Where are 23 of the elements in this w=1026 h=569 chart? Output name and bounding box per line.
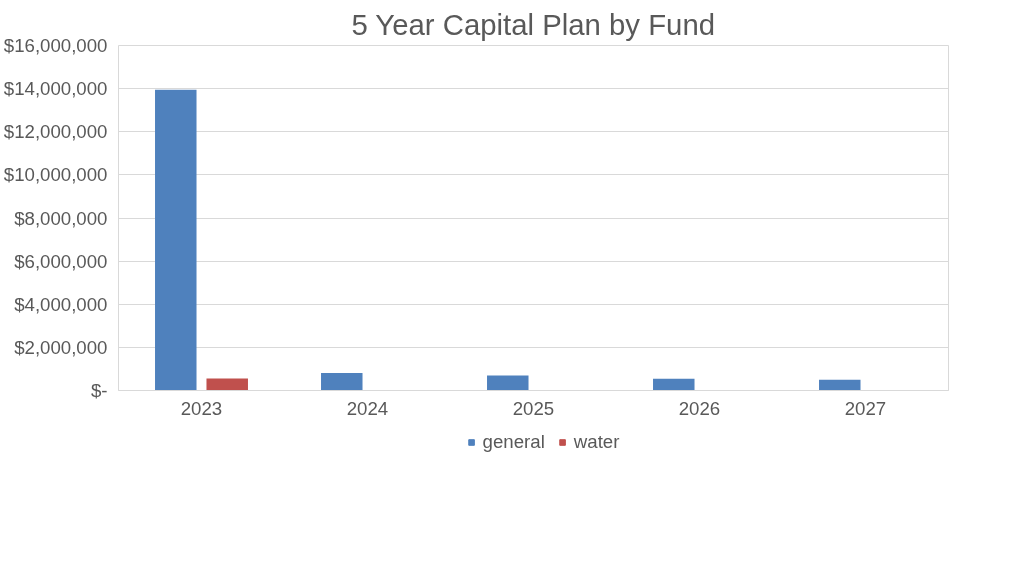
y-tick-label: $6,000,000: [14, 250, 108, 272]
y-tick-label: $10,000,000: [3, 164, 108, 186]
x-tick-label: 2023: [180, 397, 223, 419]
y-tick-label: $2,000,000: [14, 336, 108, 358]
x-tick-label: 2027: [844, 397, 887, 419]
y-tick-label: $14,000,000: [3, 78, 108, 100]
bar: [321, 373, 363, 391]
bar: [653, 378, 695, 391]
y-tick-label: $4,000,000: [14, 293, 108, 315]
legend-label: water: [573, 431, 620, 453]
legend-label: general: [482, 431, 545, 453]
x-tick-label: 2025: [512, 397, 555, 419]
bar: [487, 375, 529, 391]
x-tick-label: 2024: [346, 397, 389, 419]
bar: [819, 379, 861, 391]
y-tick-label: $-: [90, 380, 108, 401]
y-tick-label: $16,000,000: [3, 35, 108, 56]
x-tick-label: 2026: [678, 397, 721, 419]
y-tick-label: $12,000,000: [3, 121, 108, 143]
y-tick-label: $8,000,000: [14, 207, 108, 229]
chart-title: 5 Year Capital Plan by Fund: [351, 7, 716, 41]
bar: [206, 378, 248, 391]
bar: [155, 89, 197, 391]
